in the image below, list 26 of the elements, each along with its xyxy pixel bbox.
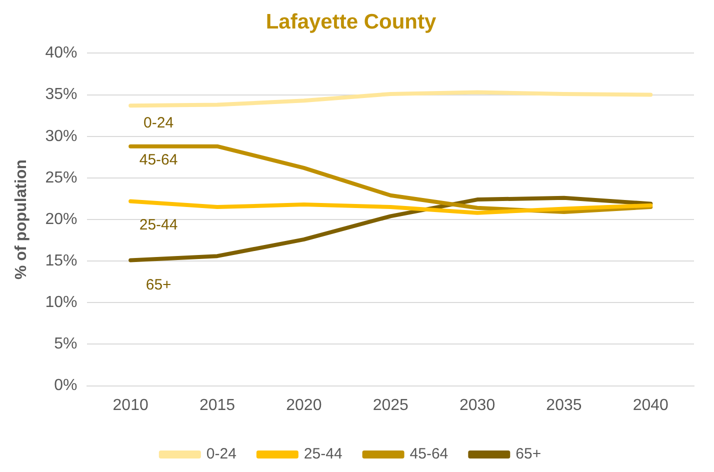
y-tick-label: 15% [45,252,78,270]
x-tick-label: 2035 [546,396,582,414]
y-axis-title: % of population [13,160,30,280]
y-tick-label: 5% [54,336,78,353]
x-tick-label: 2030 [459,396,496,414]
y-tick-label: 10% [45,294,78,312]
y-tick-label: 0% [54,377,78,394]
legend-label: 25-44 [304,446,342,463]
chart-title: Lafayette County [266,10,436,34]
x-tick-label: 2040 [632,396,669,414]
x-tick-label: 2010 [112,396,148,414]
text: 0-24 [144,114,174,132]
text: 65+ [146,276,172,294]
y-tick-label: 35% [45,86,78,104]
legend-label: 0-24 [206,446,236,463]
y-tick-label: 40% [45,44,78,62]
x-tick-label: 2020 [286,396,322,414]
legend-label: 65+ [516,446,542,463]
y-tick-label: 30% [45,128,78,145]
text: 25-44 [139,216,178,234]
y-tick-label: 20% [45,210,78,228]
y-tick-label: 25% [45,169,78,186]
legend-label: 45-64 [410,446,448,463]
x-tick-label: 2015 [199,396,236,414]
text: 45-64 [139,151,178,168]
x-tick-label: 2025 [372,396,409,414]
